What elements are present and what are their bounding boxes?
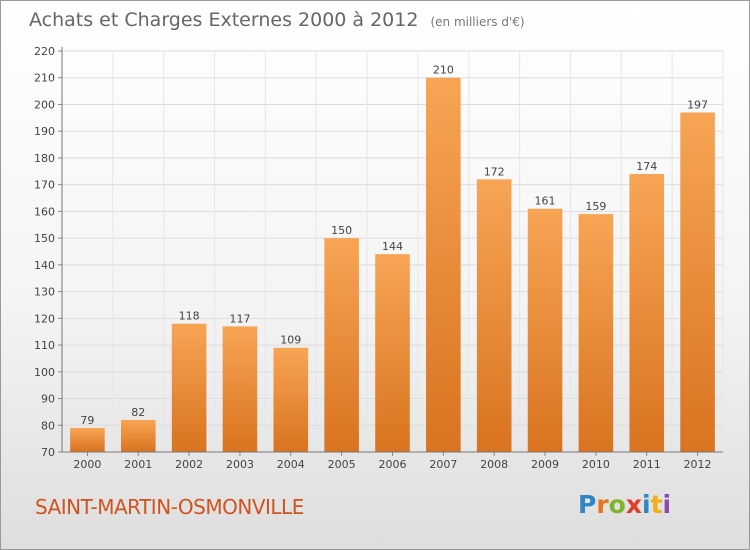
- bar: [629, 173, 665, 452]
- axes: 7080901001101201301401501601701801902002…: [34, 45, 723, 471]
- logo-letter: t: [650, 490, 663, 519]
- bar-value-label: 109: [280, 334, 301, 347]
- bar-value-label: 79: [80, 414, 94, 427]
- chart-subtitle: (en milliers d'€): [430, 15, 525, 29]
- logo-letter: x: [625, 490, 642, 519]
- bar: [527, 208, 563, 452]
- bar: [273, 347, 309, 452]
- bar: [171, 323, 207, 452]
- y-tick-label: 190: [34, 125, 55, 138]
- bar-value-label: 118: [179, 310, 200, 323]
- bar-value-label: 159: [585, 200, 606, 213]
- x-tick-label: 2012: [684, 458, 712, 471]
- bar: [222, 326, 258, 452]
- x-tick-label: 2001: [124, 458, 152, 471]
- bar: [324, 238, 359, 452]
- bar: [680, 112, 715, 452]
- y-tick-label: 180: [34, 152, 55, 165]
- x-tick-label: 2002: [175, 458, 203, 471]
- y-tick-label: 150: [34, 232, 55, 245]
- x-tick-label: 2007: [429, 458, 457, 471]
- y-tick-label: 130: [34, 286, 55, 299]
- bar-value-label: 82: [131, 406, 145, 419]
- x-tick-label: 2005: [328, 458, 356, 471]
- bar: [578, 214, 614, 452]
- y-tick-label: 70: [41, 446, 55, 459]
- logo-letter: r: [596, 490, 609, 519]
- x-tick-label: 2011: [633, 458, 661, 471]
- x-tick-label: 2010: [582, 458, 610, 471]
- bar-value-label: 161: [535, 195, 556, 208]
- y-tick-label: 120: [34, 312, 55, 325]
- y-tick-label: 110: [34, 339, 55, 352]
- y-tick-label: 170: [34, 179, 55, 192]
- logo-letter: i: [662, 490, 672, 519]
- x-tick-label: 2008: [480, 458, 508, 471]
- y-tick-label: 100: [34, 366, 55, 379]
- bar: [426, 77, 461, 452]
- x-tick-label: 2003: [226, 458, 254, 471]
- x-tick-label: 2004: [277, 458, 305, 471]
- y-tick-label: 220: [34, 45, 55, 58]
- bar-value-label: 197: [687, 98, 708, 111]
- bars: 79 82 118 117 109 150 144 210 172 161 159 174 197: [70, 64, 715, 452]
- x-tick-label: 2000: [73, 458, 101, 471]
- x-tick-label: 2009: [531, 458, 559, 471]
- y-tick-label: 140: [34, 259, 55, 272]
- bar: [70, 427, 105, 452]
- bar-value-label: 172: [484, 165, 505, 178]
- bar: [120, 419, 156, 452]
- y-tick-label: 160: [34, 205, 55, 218]
- bar-value-label: 117: [229, 312, 250, 325]
- logo-letter: P: [578, 490, 597, 519]
- y-tick-label: 200: [34, 98, 55, 111]
- bar-value-label: 144: [382, 240, 403, 253]
- chart-title-row: Achats et Charges Externes 2000 à 2012 (e…: [29, 9, 525, 31]
- chart-title: Achats et Charges Externes 2000 à 2012: [29, 9, 419, 31]
- bar: [476, 179, 512, 452]
- place-name: SAINT-MARTIN-OSMONVILLE: [35, 495, 304, 519]
- bar: [375, 254, 410, 452]
- y-tick-label: 90: [41, 393, 55, 406]
- logo-letter: i: [642, 490, 651, 519]
- bar-value-label: 174: [636, 160, 657, 173]
- y-tick-label: 210: [34, 72, 55, 85]
- bar-value-label: 150: [331, 224, 352, 237]
- bar-value-label: 210: [433, 64, 454, 77]
- y-tick-label: 80: [41, 419, 55, 432]
- logo-letter: o: [608, 490, 626, 519]
- proxiti-logo[interactable]: Proxiti: [578, 490, 671, 519]
- x-tick-label: 2006: [379, 458, 407, 471]
